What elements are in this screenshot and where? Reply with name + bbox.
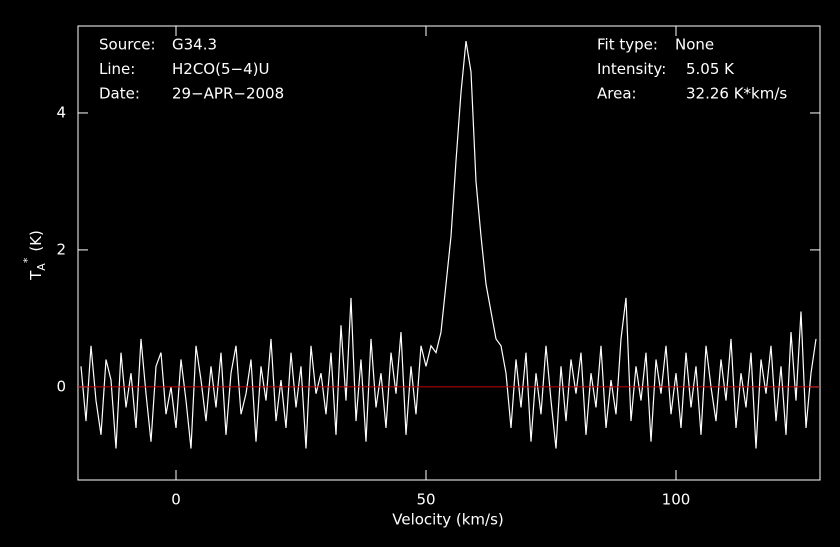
y-tick-label: 2 [56,240,66,258]
plot-frame [77,25,821,481]
info-value: 32.26 K*km/s [686,85,787,103]
info-label: Source: [99,36,156,54]
info-label: Line: [99,60,135,78]
info-value: 29−APR−2008 [172,85,284,103]
info-label: Intensity: [597,60,666,78]
y-label-sup: * [21,257,34,263]
y-axis-label: TA* (K) [21,230,48,281]
info-value: 5.05 K [686,60,735,78]
info-value: G34.3 [172,36,217,54]
info-value: H2CO(5−4)U [172,60,269,78]
info-label: Date: [99,85,140,103]
y-label-main: T [27,270,45,281]
info-label: Area: [597,85,637,103]
y-label-unit: (K) [27,230,45,252]
info-label: Fit type: [597,36,658,54]
x-axis-label: Velocity (km/s) [392,511,503,529]
y-label-sub: A [35,263,48,271]
y-tick-label: 4 [56,103,66,121]
y-tick-label: 0 [56,377,66,395]
x-tick-label: 50 [416,491,435,509]
info-value: None [675,36,714,54]
x-tick-label: 100 [662,491,691,509]
x-tick-label: 0 [171,491,181,509]
